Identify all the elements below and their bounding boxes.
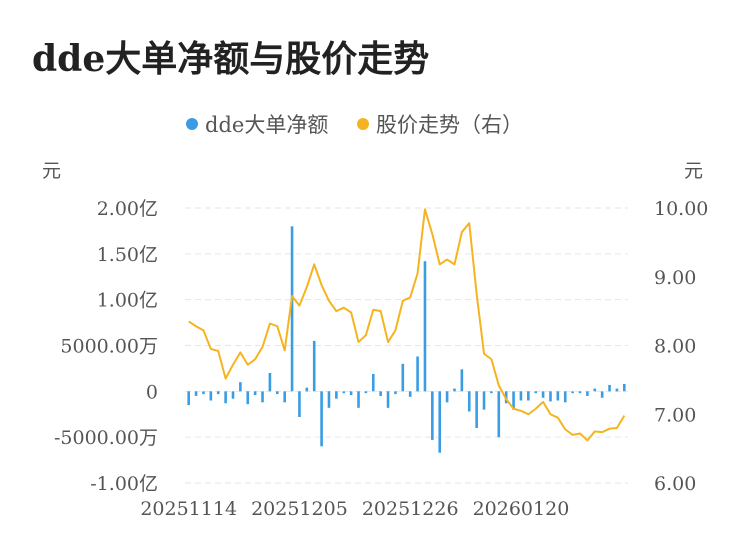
left-tick-label: 2.00亿	[97, 198, 158, 220]
dde-bar[interactable]	[216, 391, 220, 395]
left-tick-label: 1.00亿	[97, 290, 158, 312]
dde-bar[interactable]	[600, 391, 604, 398]
dde-bar[interactable]	[497, 391, 501, 438]
dde-bar[interactable]	[527, 391, 530, 401]
dde-bar[interactable]	[615, 388, 619, 392]
dde-bar[interactable]	[563, 391, 567, 403]
dde-bar[interactable]	[460, 369, 464, 392]
dde-bar[interactable]	[556, 391, 560, 401]
dde-bar[interactable]	[623, 384, 626, 392]
dde-bar[interactable]	[608, 384, 611, 392]
dde-bar[interactable]	[401, 363, 405, 392]
dde-bar[interactable]	[512, 391, 515, 410]
legend-dot-dde	[186, 118, 198, 130]
dde-bar[interactable]	[261, 391, 264, 403]
legend-label-dde: dde大单净额	[205, 113, 328, 137]
dde-bar[interactable]	[349, 391, 353, 395]
left-tick-label: 1.50亿	[97, 244, 158, 266]
left-axis-unit: 元	[42, 160, 61, 182]
dde-bar[interactable]	[423, 261, 427, 392]
dde-bar[interactable]	[586, 391, 589, 396]
dde-bar[interactable]	[283, 391, 286, 403]
right-axis-unit: 元	[684, 160, 703, 182]
right-tick-label: 6.00	[654, 473, 696, 495]
bar-series	[187, 226, 626, 453]
dde-bar[interactable]	[239, 382, 242, 392]
right-tick-label: 7.00	[654, 404, 696, 426]
dde-bar[interactable]	[364, 391, 368, 394]
dde-bar[interactable]	[371, 373, 375, 392]
dde-bar[interactable]	[416, 356, 419, 392]
legend: dde大单净额 股价走势（右）	[186, 113, 523, 137]
dde-bar[interactable]	[290, 226, 294, 392]
dde-bar[interactable]	[490, 391, 493, 394]
dde-bar[interactable]	[187, 391, 190, 406]
dde-bar[interactable]	[194, 391, 198, 396]
dde-bar[interactable]	[431, 391, 434, 440]
dde-bar[interactable]	[453, 388, 456, 392]
dde-bar[interactable]	[541, 391, 545, 398]
dde-bar[interactable]	[246, 391, 250, 405]
dde-bar[interactable]	[593, 388, 597, 392]
chart-title: dde大单净额与股价走势	[32, 38, 430, 80]
dde-bar[interactable]	[578, 391, 582, 394]
dde-bar[interactable]	[534, 391, 538, 394]
legend-label-price: 股价走势（右）	[376, 113, 523, 137]
dde-bar[interactable]	[335, 391, 338, 399]
x-tick-label: 20251205	[251, 498, 348, 520]
dde-bar[interactable]	[268, 373, 272, 392]
dde-bar[interactable]	[445, 391, 449, 403]
dde-bar[interactable]	[357, 391, 360, 408]
dde-bar[interactable]	[320, 391, 323, 447]
dde-bar[interactable]	[549, 391, 552, 402]
price-line[interactable]	[188, 208, 626, 442]
dde-bar[interactable]	[467, 391, 471, 412]
dde-bar[interactable]	[305, 387, 309, 392]
grid-lines	[185, 207, 628, 484]
right-tick-label: 9.00	[654, 267, 696, 289]
dde-bar[interactable]	[482, 391, 486, 410]
dde-bar[interactable]	[519, 391, 523, 401]
dde-bar[interactable]	[312, 340, 316, 392]
axes: 2.00亿 1.50亿 1.00亿 5000.00万 0 -5000.00万 -1.00亿 1…	[54, 198, 708, 520]
legend-item-price[interactable]: 股价走势（右）	[357, 113, 523, 137]
legend-item-dde[interactable]: dde大单净额	[186, 113, 328, 137]
left-tick-label: -5000.00万	[54, 427, 158, 449]
dde-bar[interactable]	[394, 391, 397, 395]
dde-bar[interactable]	[202, 391, 205, 395]
dde-bar[interactable]	[438, 391, 442, 453]
left-tick-label: -1.00亿	[90, 473, 158, 495]
dde-bar[interactable]	[231, 391, 235, 399]
dde-bar[interactable]	[224, 391, 227, 404]
line-series	[188, 208, 626, 442]
dde-bar[interactable]	[253, 391, 257, 395]
dde-bar[interactable]	[571, 391, 574, 394]
dde-bar[interactable]	[379, 391, 382, 396]
right-tick-label: 10.00	[654, 198, 708, 220]
left-tick-label: 5000.00万	[60, 336, 158, 358]
dde-bar[interactable]	[386, 391, 390, 408]
x-tick-label: 20251226	[362, 498, 459, 520]
legend-dot-price	[357, 118, 369, 130]
x-tick-label: 20251114	[140, 498, 237, 520]
dde-bar[interactable]	[342, 391, 346, 394]
left-tick-label: 0	[146, 381, 158, 403]
dde-bar[interactable]	[475, 391, 478, 428]
x-tick-label: 20260120	[473, 498, 570, 520]
dde-bar[interactable]	[275, 391, 279, 395]
dde-bar[interactable]	[298, 391, 301, 417]
right-tick-label: 8.00	[654, 336, 696, 358]
dde-bar[interactable]	[209, 391, 213, 401]
dde-bar[interactable]	[408, 391, 412, 397]
dde-bar[interactable]	[327, 391, 331, 408]
